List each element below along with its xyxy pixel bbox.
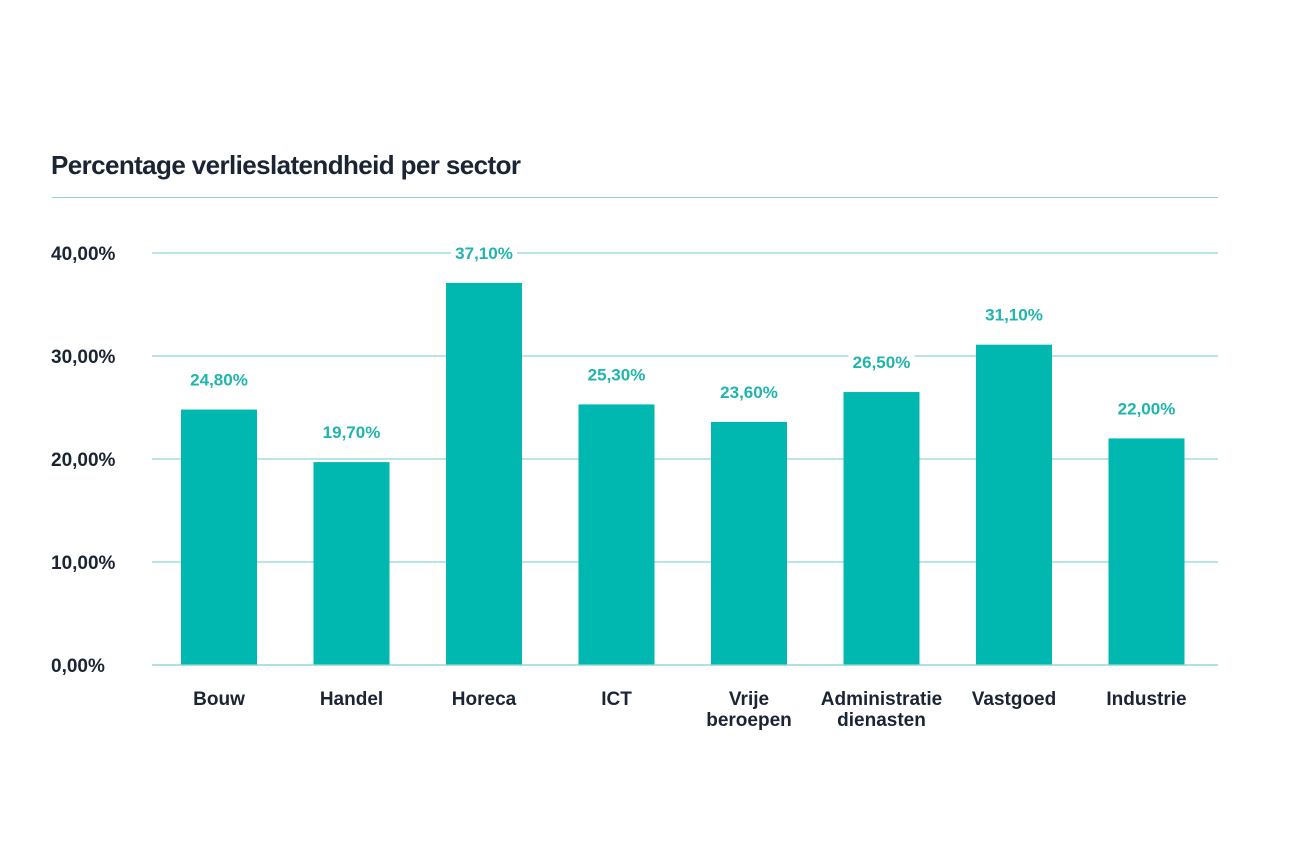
category-label: dienasten [837, 710, 926, 731]
category-label: Handel [320, 689, 383, 710]
title-divider [52, 197, 1218, 198]
y-tick-label: 0,00% [51, 656, 105, 677]
value-label-background [981, 304, 1047, 327]
y-tick-label: 40,00% [51, 244, 116, 265]
category-label: Vastgoed [972, 689, 1056, 710]
value-label: 24,80% [190, 371, 248, 390]
category-label: Industrie [1106, 689, 1186, 710]
category-label: Vrije [729, 689, 769, 710]
category-label: ICT [601, 689, 632, 710]
bar-ict [578, 404, 655, 665]
y-tick-label: 10,00% [51, 553, 116, 574]
value-label-background [451, 242, 517, 265]
value-label-background [1113, 398, 1180, 421]
category-label: Bouw [193, 689, 245, 710]
bar-horeca [446, 282, 522, 665]
value-label-background [848, 352, 915, 375]
category-label: beroepen [706, 710, 792, 731]
bar-handel [313, 462, 390, 665]
bar-administratie-dienasten [843, 392, 920, 665]
category-label: Administratie [821, 689, 942, 710]
value-label: 25,30% [588, 365, 646, 384]
value-label: 23,60% [720, 383, 778, 402]
bar-vastgoed [976, 344, 1052, 665]
value-label: 26,50% [853, 353, 911, 372]
value-label: 19,70% [323, 423, 381, 442]
value-label-background [716, 381, 782, 404]
y-tick-label: 20,00% [51, 450, 116, 471]
value-label: 37,10% [455, 244, 513, 263]
y-tick-label: 30,00% [51, 347, 116, 368]
category-label: Horeca [452, 689, 517, 710]
bar-vrije-beroepen [711, 421, 787, 665]
value-label: 31,10% [985, 306, 1043, 325]
value-label: 22,00% [1118, 399, 1176, 418]
bar-industrie [1108, 438, 1185, 665]
value-label-background [583, 364, 650, 387]
chart-title: Percentage verlieslatendheid per sector [51, 150, 521, 180]
bar-bouw [181, 409, 257, 665]
value-label-background [318, 422, 385, 445]
value-label-background [186, 369, 252, 392]
